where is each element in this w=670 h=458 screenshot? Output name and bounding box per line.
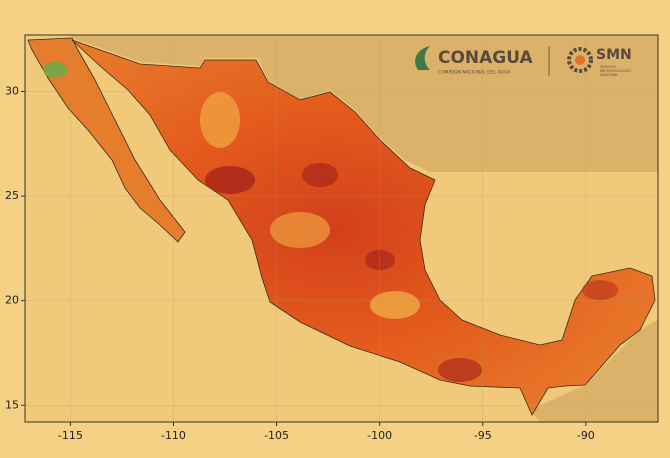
axes: -115 -110 -105 -100 -95 -90 15 20 25 30 (5, 35, 658, 442)
smn-name: SMN (596, 47, 632, 63)
plot-frame (24, 34, 659, 423)
warm-spot (200, 92, 240, 148)
hot-spot (302, 163, 338, 187)
conagua-name: CONAGUA (438, 48, 534, 68)
x-tick-label: -115 (58, 429, 83, 442)
conagua-logo: CONAGUA COMISIÓN NACIONAL DEL AGUA SMN S… (415, 46, 632, 77)
warm-spot (370, 291, 420, 319)
warm-spot (270, 212, 330, 248)
x-tick-label: -100 (367, 429, 392, 442)
smn-emblem (567, 47, 593, 73)
hot-spot (438, 358, 482, 382)
cool-spot (43, 62, 67, 78)
x-tick-label: -110 (161, 429, 186, 442)
hot-spot (365, 250, 395, 270)
hot-spot (205, 166, 255, 194)
y-tick-label: 25 (5, 189, 19, 202)
usa-land (72, 35, 658, 172)
smn-subtitle: NACIONAL (600, 73, 618, 77)
x-tick-label: -95 (474, 429, 492, 442)
x-tick-label: -105 (264, 429, 289, 442)
conagua-emblem (415, 46, 430, 70)
smn-emblem-center (575, 55, 585, 65)
smn-subtitle: SERVICIO (600, 65, 617, 69)
x-tick-label: -90 (577, 429, 595, 442)
conagua-subtitle: COMISIÓN NACIONAL DEL AGUA (438, 69, 511, 76)
y-tick-label: 30 (5, 84, 19, 97)
central-america-land (530, 320, 658, 422)
y-tick-label: 15 (5, 398, 19, 411)
y-tick-label: 20 (5, 294, 19, 307)
smn-subtitle: METEOROLÓGICO (600, 68, 631, 73)
baja-california (27, 37, 186, 243)
hot-spot (582, 280, 618, 300)
